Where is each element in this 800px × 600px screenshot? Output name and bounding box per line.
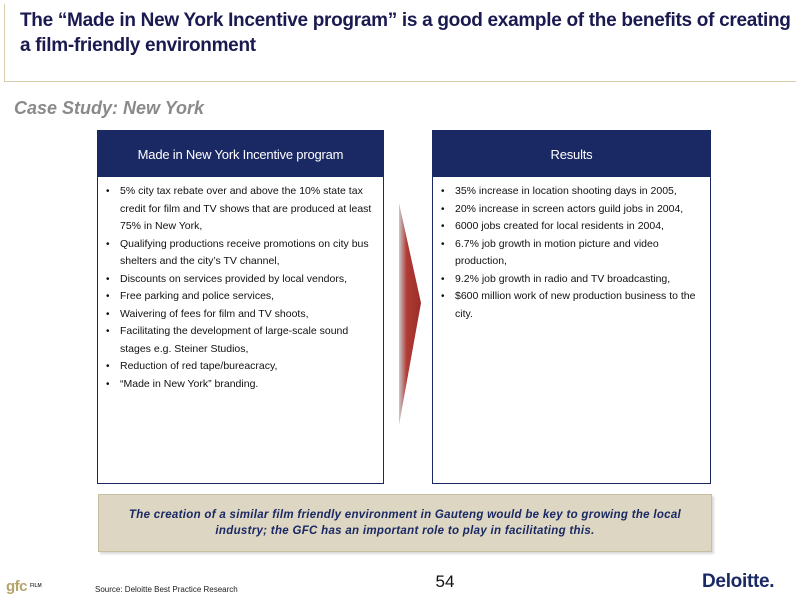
- list-item: “Made in New York” branding.: [106, 376, 375, 394]
- list-item: Free parking and police services,: [106, 288, 375, 306]
- gfc-logo-text: gfc: [6, 577, 28, 595]
- list-item: $600 million work of new production busi…: [441, 288, 702, 323]
- source-note: Source: Deloitte Best Practice Research: [95, 585, 238, 594]
- slide-title: The “Made in New York Incentive program”…: [20, 10, 791, 56]
- list-item: Discounts on services provided by local …: [106, 271, 375, 289]
- incentive-program-list: 5% city tax rebate over and above the 10…: [98, 177, 383, 393]
- deloitte-logo: Deloitte.: [702, 571, 775, 592]
- results-list: 35% increase in location shooting days i…: [433, 177, 710, 323]
- gfc-logo-film: FILM: [30, 583, 42, 589]
- case-study-subtitle: Case Study: New York: [14, 98, 205, 118]
- page-number: 54: [435, 572, 455, 591]
- list-item: 6000 jobs created for local residents in…: [441, 218, 702, 236]
- results-panel: Results 35% increase in location shootin…: [432, 130, 711, 484]
- results-header: Results: [433, 131, 710, 177]
- incentive-program-header: Made in New York Incentive program: [98, 131, 383, 177]
- title-box: [4, 4, 796, 82]
- list-item: Facilitating the development of large-sc…: [106, 323, 375, 358]
- list-item: Reduction of red tape/bureacracy,: [106, 358, 375, 376]
- list-item: 9.2% job growth in radio and TV broadcas…: [441, 271, 702, 289]
- conclusion-callout: The creation of a similar film friendly …: [98, 494, 712, 552]
- list-item: 5% city tax rebate over and above the 10…: [106, 183, 375, 236]
- list-item: 6.7% job growth in motion picture and vi…: [441, 236, 702, 271]
- list-item: Waivering of fees for film and TV shoots…: [106, 306, 375, 324]
- gfc-logo: gfc FILM: [6, 576, 54, 596]
- list-item: 20% increase in screen actors guild jobs…: [441, 201, 702, 219]
- list-item: 35% increase in location shooting days i…: [441, 183, 702, 201]
- list-item: Qualifying productions receive promotion…: [106, 236, 375, 271]
- right-arrow-icon: [399, 203, 421, 425]
- incentive-program-panel: Made in New York Incentive program 5% ci…: [97, 130, 384, 484]
